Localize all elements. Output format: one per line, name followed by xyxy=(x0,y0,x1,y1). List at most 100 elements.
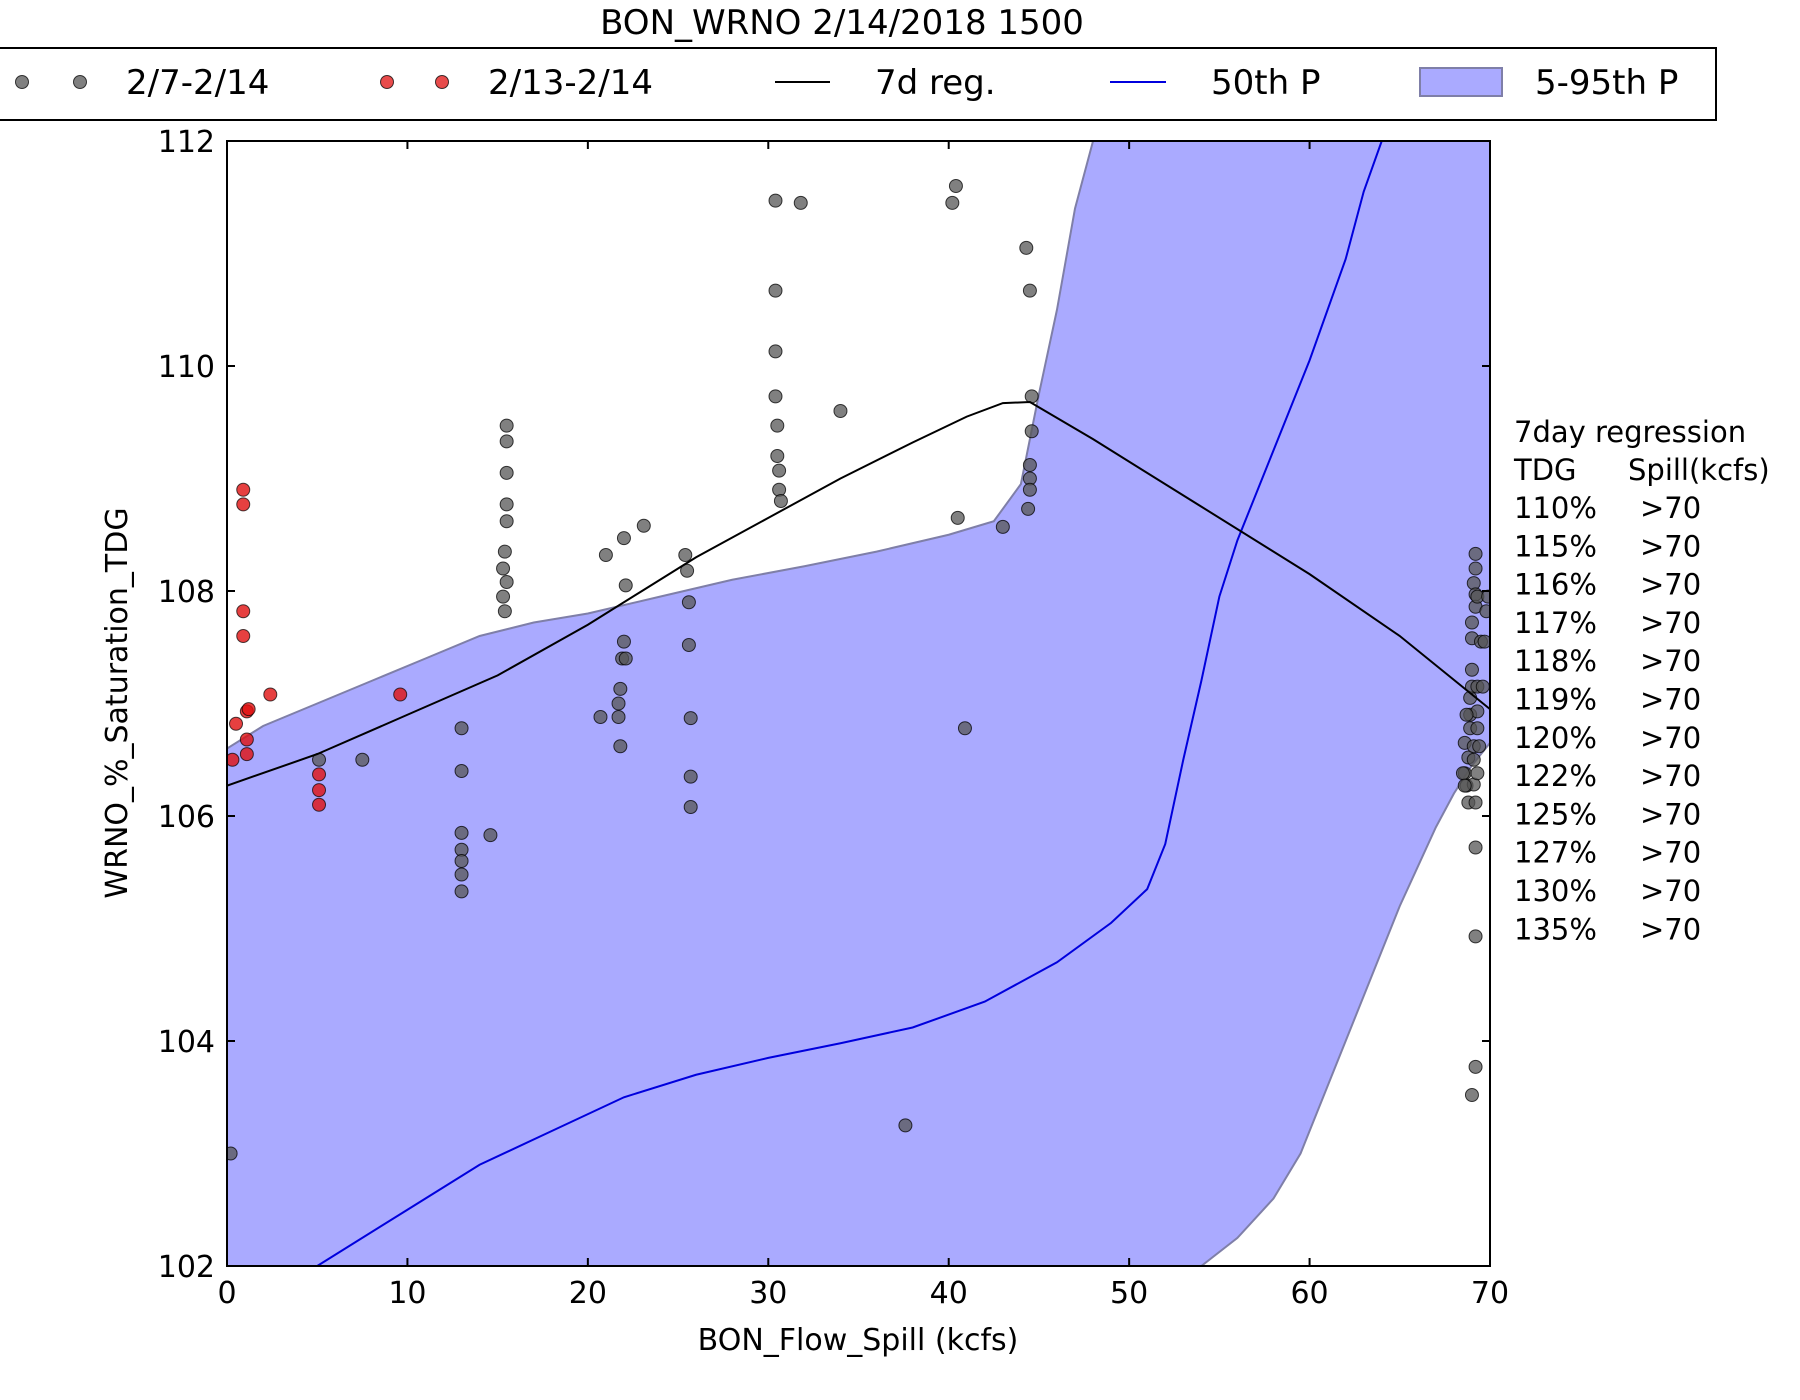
point-week xyxy=(611,710,626,724)
legend-label: 50th P xyxy=(1211,63,1320,103)
point-week xyxy=(454,825,469,840)
legend-label: 2/13-2/14 xyxy=(488,63,653,103)
point-week xyxy=(1455,766,1470,781)
point-week xyxy=(681,638,696,652)
point-week xyxy=(1468,1059,1483,1074)
x-tick-label: 70 xyxy=(1471,1276,1509,1311)
point-recent xyxy=(239,732,254,747)
regression-line-7d xyxy=(227,400,1490,787)
point-recent xyxy=(263,687,278,702)
x-axis-label: BON_Flow_Spill (kcfs) xyxy=(698,1323,1019,1358)
point-week xyxy=(499,497,514,512)
point-week xyxy=(773,494,788,508)
legend-label: 7d reg. xyxy=(875,63,996,103)
point-week xyxy=(1481,589,1490,604)
point-recent xyxy=(241,702,256,717)
point-week xyxy=(499,575,514,589)
point-week xyxy=(355,752,370,767)
point-week xyxy=(945,195,960,210)
point-week xyxy=(950,510,965,525)
point-week xyxy=(454,764,469,778)
point-recent xyxy=(312,797,327,812)
point-week xyxy=(483,828,498,843)
point-week xyxy=(497,544,512,559)
point-recent xyxy=(227,752,240,767)
y-tick-label: 104 xyxy=(158,1025,215,1060)
point-week xyxy=(768,193,783,208)
side-row-tdg: 119% xyxy=(1514,683,1597,717)
point-week xyxy=(772,463,787,478)
y-tick-label: 102 xyxy=(158,1250,215,1285)
point-week xyxy=(768,344,783,359)
point-week xyxy=(227,1146,238,1161)
side-row-spill: >70 xyxy=(1640,836,1701,870)
point-week xyxy=(499,465,514,480)
point-recent xyxy=(239,747,254,762)
side-row-spill: >70 xyxy=(1640,797,1701,831)
point-week xyxy=(499,418,514,433)
point-week xyxy=(1024,389,1039,404)
point-recent xyxy=(312,783,327,798)
point-week xyxy=(618,651,633,666)
point-week xyxy=(1459,707,1474,722)
side-row-spill: >70 xyxy=(1640,874,1701,908)
point-week xyxy=(1479,604,1490,619)
side-row-tdg: 122% xyxy=(1514,759,1597,793)
point-week xyxy=(948,179,963,193)
point-week xyxy=(793,195,808,210)
chart-title: BON_WRNO 2/14/2018 1500 xyxy=(600,3,1084,43)
point-recent xyxy=(229,716,244,731)
side-row-tdg: 135% xyxy=(1514,912,1597,946)
point-week xyxy=(1477,634,1490,649)
side-row-tdg: 116% xyxy=(1514,568,1597,602)
point-recent xyxy=(236,497,251,512)
point-week xyxy=(1468,795,1483,810)
side-table: 7day regression TDG Spill(kcfs) 110% >70 1… xyxy=(1513,415,1770,946)
x-tick-label: 30 xyxy=(749,1276,787,1311)
x-tick-label: 10 xyxy=(388,1276,426,1311)
side-row-spill: >70 xyxy=(1640,759,1701,793)
point-week xyxy=(454,884,469,899)
side-table-col-tdg: TDG xyxy=(1513,453,1577,487)
point-week xyxy=(683,711,698,726)
point-week xyxy=(1019,240,1034,255)
legend-marker xyxy=(380,75,394,89)
point-week xyxy=(1468,840,1483,855)
side-row-tdg: 117% xyxy=(1514,606,1597,640)
point-week xyxy=(1022,458,1037,472)
point-week xyxy=(611,696,626,711)
point-week xyxy=(454,721,469,736)
y-tick-label: 106 xyxy=(158,800,215,835)
point-week xyxy=(770,449,785,463)
point-week xyxy=(683,800,698,814)
point-week xyxy=(1021,501,1036,516)
legend-label: 5-95th P xyxy=(1535,63,1678,103)
point-recent xyxy=(236,629,251,643)
legend-marker xyxy=(15,75,29,89)
legend-label: 2/7-2/14 xyxy=(126,63,269,103)
point-week xyxy=(1457,778,1472,793)
point-week xyxy=(678,548,693,562)
point-week xyxy=(768,389,783,404)
side-row-tdg: 115% xyxy=(1514,529,1597,563)
point-week xyxy=(1464,662,1479,677)
point-week xyxy=(1466,752,1481,767)
x-tick-label: 60 xyxy=(1290,1276,1328,1311)
side-row-spill: >70 xyxy=(1640,644,1701,678)
legend-band-swatch xyxy=(1419,67,1503,97)
legend-marker xyxy=(73,75,87,89)
side-table-col-spill: Spill(kcfs) xyxy=(1628,453,1770,487)
point-week xyxy=(613,739,628,754)
side-table-heading: 7day regression xyxy=(1514,415,1746,449)
side-row-tdg: 130% xyxy=(1514,874,1597,908)
x-tick-label: 40 xyxy=(930,1276,968,1311)
legend: 2/7-2/14 2/13-2/14 7d reg. 50th P 5-95th P xyxy=(0,47,1717,121)
point-recent xyxy=(393,687,408,702)
side-row-tdg: 127% xyxy=(1514,836,1597,870)
point-week xyxy=(616,634,631,649)
point-week xyxy=(770,418,785,433)
legend-marker xyxy=(435,75,449,89)
point-week xyxy=(1022,482,1037,497)
point-week xyxy=(1022,283,1037,298)
point-week xyxy=(593,710,608,724)
